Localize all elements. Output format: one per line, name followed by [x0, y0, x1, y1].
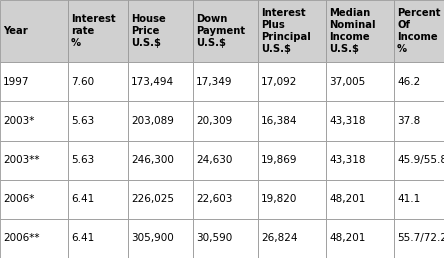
Bar [0, 219, 68, 258]
Bar [128, 101, 193, 141]
Bar [326, 141, 394, 180]
Text: 48,201: 48,201 [329, 194, 365, 204]
Bar [68, 62, 128, 101]
Bar [0, 101, 68, 141]
Bar [258, 0, 326, 62]
Bar [0, 62, 68, 101]
Bar [258, 62, 326, 101]
Text: 246,300: 246,300 [131, 155, 174, 165]
Text: Interest
Plus
Principal
U.S.$: Interest Plus Principal U.S.$ [261, 8, 311, 54]
Text: 37.8: 37.8 [397, 116, 420, 126]
Bar [68, 0, 128, 62]
Bar [193, 141, 258, 180]
Text: 2003**: 2003** [3, 155, 40, 165]
Bar [128, 62, 193, 101]
Text: 24,630: 24,630 [196, 155, 232, 165]
Bar [193, 101, 258, 141]
Text: 46.2: 46.2 [397, 77, 420, 87]
Text: 2006*: 2006* [3, 194, 34, 204]
Text: 20,309: 20,309 [196, 116, 232, 126]
Text: 6.41: 6.41 [71, 233, 94, 244]
Text: 17,092: 17,092 [261, 77, 297, 87]
Text: 37,005: 37,005 [329, 77, 365, 87]
Text: 30,590: 30,590 [196, 233, 232, 244]
Text: 7.60: 7.60 [71, 77, 94, 87]
Text: 22,603: 22,603 [196, 194, 232, 204]
Bar [0, 180, 68, 219]
Text: 48,201: 48,201 [329, 233, 365, 244]
Bar [193, 180, 258, 219]
Text: Down
Payment
U.S.$: Down Payment U.S.$ [196, 14, 245, 48]
Bar [258, 101, 326, 141]
Bar [68, 101, 128, 141]
Text: 41.1: 41.1 [397, 194, 420, 204]
Text: 2006**: 2006** [3, 233, 40, 244]
Bar [394, 141, 444, 180]
Text: Year: Year [3, 26, 28, 36]
Bar [326, 0, 394, 62]
Text: 173,494: 173,494 [131, 77, 174, 87]
Bar [258, 141, 326, 180]
Text: 5.63: 5.63 [71, 155, 94, 165]
Text: 5.63: 5.63 [71, 116, 94, 126]
Bar [326, 219, 394, 258]
Bar [193, 62, 258, 101]
Bar [394, 101, 444, 141]
Text: 45.9/55.8: 45.9/55.8 [397, 155, 444, 165]
Text: 55.7/72.2: 55.7/72.2 [397, 233, 444, 244]
Bar [68, 180, 128, 219]
Text: 43,318: 43,318 [329, 155, 365, 165]
Bar [326, 62, 394, 101]
Bar [394, 180, 444, 219]
Text: 6.41: 6.41 [71, 194, 94, 204]
Bar [394, 62, 444, 101]
Text: 305,900: 305,900 [131, 233, 174, 244]
Bar [326, 180, 394, 219]
Bar [0, 141, 68, 180]
Text: 203,089: 203,089 [131, 116, 174, 126]
Text: House
Price
U.S.$: House Price U.S.$ [131, 14, 166, 48]
Text: 1997: 1997 [3, 77, 29, 87]
Bar [0, 0, 68, 62]
Bar [68, 219, 128, 258]
Bar [326, 101, 394, 141]
Bar [193, 219, 258, 258]
Bar [128, 0, 193, 62]
Bar [258, 219, 326, 258]
Bar [128, 141, 193, 180]
Text: 19,820: 19,820 [261, 194, 297, 204]
Bar [68, 141, 128, 180]
Text: 26,824: 26,824 [261, 233, 297, 244]
Text: Median
Nominal
Income
U.S.$: Median Nominal Income U.S.$ [329, 8, 376, 54]
Bar [128, 180, 193, 219]
Text: 226,025: 226,025 [131, 194, 174, 204]
Text: 2003*: 2003* [3, 116, 34, 126]
Bar [193, 0, 258, 62]
Text: 17,349: 17,349 [196, 77, 233, 87]
Bar [258, 180, 326, 219]
Text: 19,869: 19,869 [261, 155, 297, 165]
Text: 43,318: 43,318 [329, 116, 365, 126]
Bar [394, 0, 444, 62]
Bar [128, 219, 193, 258]
Text: 16,384: 16,384 [261, 116, 297, 126]
Text: Percent
Of
Income
%: Percent Of Income % [397, 8, 440, 54]
Bar [394, 219, 444, 258]
Text: Interest
rate
%: Interest rate % [71, 14, 115, 48]
